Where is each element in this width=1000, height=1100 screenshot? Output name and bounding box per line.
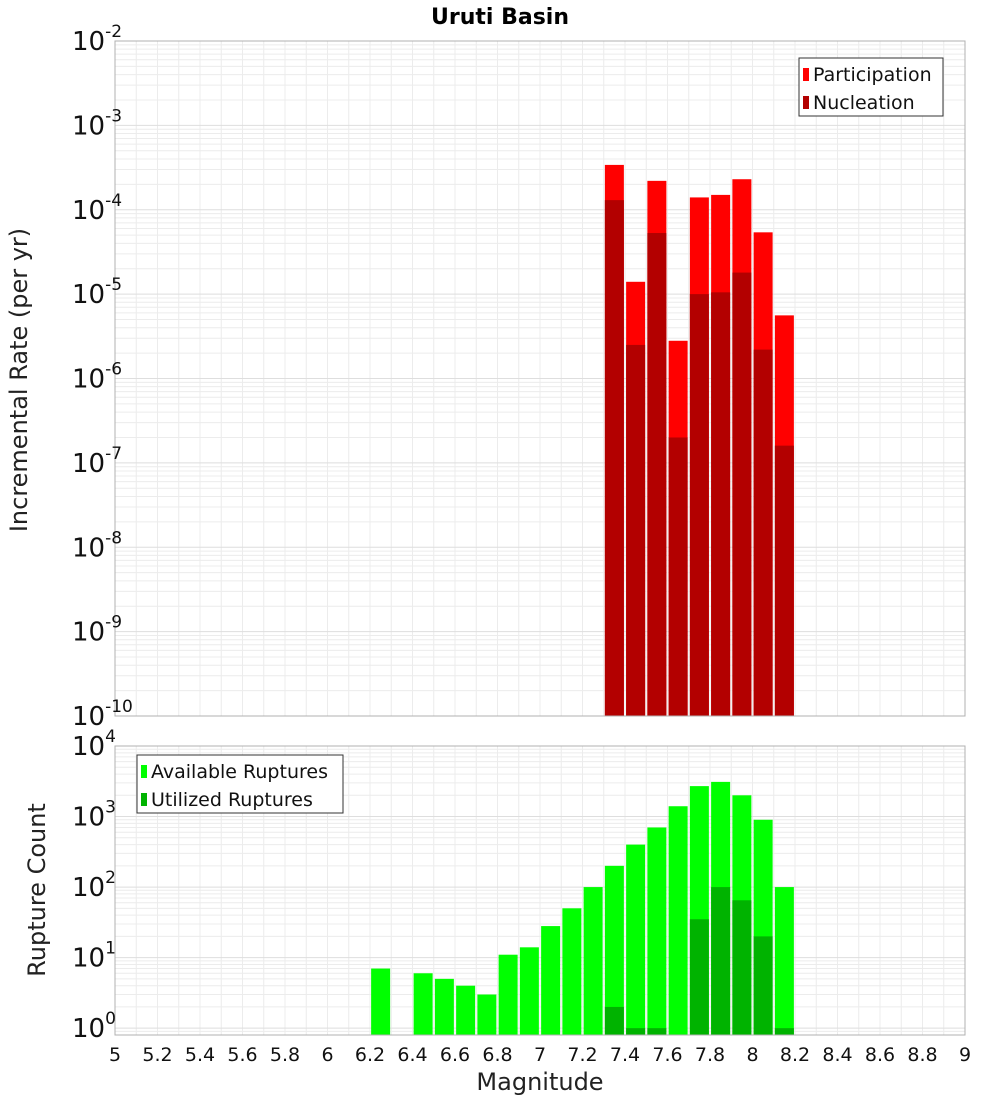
bar-nucleation [647,233,667,716]
bar-available-ruptures [626,844,646,1035]
bar-utilized-ruptures [711,887,731,1035]
y-tick-label: 102 [72,868,116,903]
y-tick-label: 10-2 [72,22,122,57]
bar-utilized-ruptures [774,1028,794,1035]
plot-frame [114,745,966,1036]
y-tick-label: 103 [72,798,116,833]
x-tick-label: 6.8 [482,1044,512,1066]
bar-available-ruptures [541,926,561,1035]
bar-nucleation [668,437,688,716]
y-tick-label: 10-8 [72,528,122,563]
x-tick-label: 7 [534,1044,546,1066]
x-tick-label: 7.8 [695,1044,725,1066]
legend-label: Utilized Ruptures [151,789,313,811]
x-tick-label: 5.2 [142,1044,172,1066]
gridlines [114,745,966,1036]
gridlines [114,40,966,717]
y-tick-labels: 10-2 10-3 10-4 10-5 10-6 10-7 10-8 10-9 10-10 [72,22,133,732]
legend-swatch [803,68,809,81]
x-tick-label: 6.2 [355,1044,385,1066]
bar-utilized-ruptures [647,1028,667,1035]
x-tick-label: 8.4 [822,1044,852,1066]
bar-available-ruptures [583,887,603,1035]
bar-available-ruptures [647,827,667,1035]
y-tick-label: 10-6 [72,360,122,395]
bar-available-ruptures [774,887,794,1035]
legend: Available Ruptures Utilized Ruptures [136,754,344,814]
y-tick-label: 10-4 [72,191,122,226]
x-tick-label: 5.4 [185,1044,215,1066]
top-y-axis-title: Incremental Rate (per yr) [5,228,33,532]
bar-nucleation [732,272,752,716]
bar-available-ruptures [456,985,476,1035]
count-plot: 104 103 102 101 100 Available Ruptures Utilize… [72,727,971,1066]
bar-available-ruptures [519,947,539,1035]
bottom-y-axis-title: Rupture Count [23,803,51,977]
legend: Participation Nucleation [798,57,944,117]
bar-available-ruptures [371,968,391,1035]
x-tick-label: 7.2 [567,1044,597,1066]
x-tick-labels: 5 5.2 5.4 5.6 5.8 6 6.2 6.4 6.6 6.8 7 7.2 7.4 7.6 7.8 8… [109,1044,971,1066]
bar-nucleation [626,344,646,716]
bar-nucleation [753,349,773,716]
x-tick-label: 7.4 [610,1044,640,1066]
y-tick-label: 10-10 [72,697,133,732]
y-tick-label: 100 [72,1009,116,1044]
bar-available-ruptures [604,865,624,1035]
y-tick-label: 104 [72,727,116,762]
legend-swatch [803,96,809,109]
y-tick-label: 10-9 [72,613,122,648]
x-axis-title: Magnitude [476,1068,603,1096]
series-nucleation [604,200,794,716]
bar-nucleation [689,294,709,716]
bar-utilized-ruptures [689,919,709,1035]
x-tick-label: 8.2 [780,1044,810,1066]
bar-available-ruptures [477,994,497,1035]
x-tick-label: 8 [746,1044,758,1066]
bar-available-ruptures [413,973,433,1035]
y-tick-label: 10-3 [72,106,122,141]
x-tick-label: 8.6 [865,1044,895,1066]
legend-swatch [141,765,147,778]
bar-available-ruptures [434,978,454,1035]
x-tick-label: 6.6 [440,1044,470,1066]
bar-utilized-ruptures [753,936,773,1035]
bar-available-ruptures [498,954,518,1035]
x-tick-label: 9 [959,1044,971,1066]
y-tick-label: 10-7 [72,444,122,479]
bar-available-ruptures [562,908,582,1035]
y-tick-label: 101 [72,939,116,974]
x-tick-label: 8.8 [907,1044,937,1066]
series-utilized-ruptures [604,887,794,1035]
bar-nucleation [604,200,624,716]
rate-plot: 10-2 10-3 10-4 10-5 10-6 10-7 10-8 10-9 10-10 Par… [72,22,966,732]
y-tick-labels: 104 103 102 101 100 [72,727,116,1044]
legend-label: Nucleation [813,92,915,114]
legend-label: Available Ruptures [151,761,328,783]
y-tick-label: 10-5 [72,275,122,310]
bar-utilized-ruptures [604,1006,624,1035]
x-tick-label: 5.8 [270,1044,300,1066]
x-tick-label: 6 [321,1044,333,1066]
bar-nucleation [774,445,794,716]
legend-label: Participation [813,64,932,86]
chart-title: Uruti Basin [431,5,569,30]
plot-frame [114,40,966,717]
x-tick-label: 5.6 [227,1044,257,1066]
bar-nucleation [711,292,731,716]
bar-available-ruptures [668,806,688,1035]
bar-utilized-ruptures [732,900,752,1035]
legend-swatch [141,793,147,806]
x-tick-label: 6.4 [397,1044,427,1066]
bar-utilized-ruptures [626,1028,646,1035]
x-tick-label: 7.6 [652,1044,682,1066]
x-tick-label: 5 [109,1044,121,1066]
